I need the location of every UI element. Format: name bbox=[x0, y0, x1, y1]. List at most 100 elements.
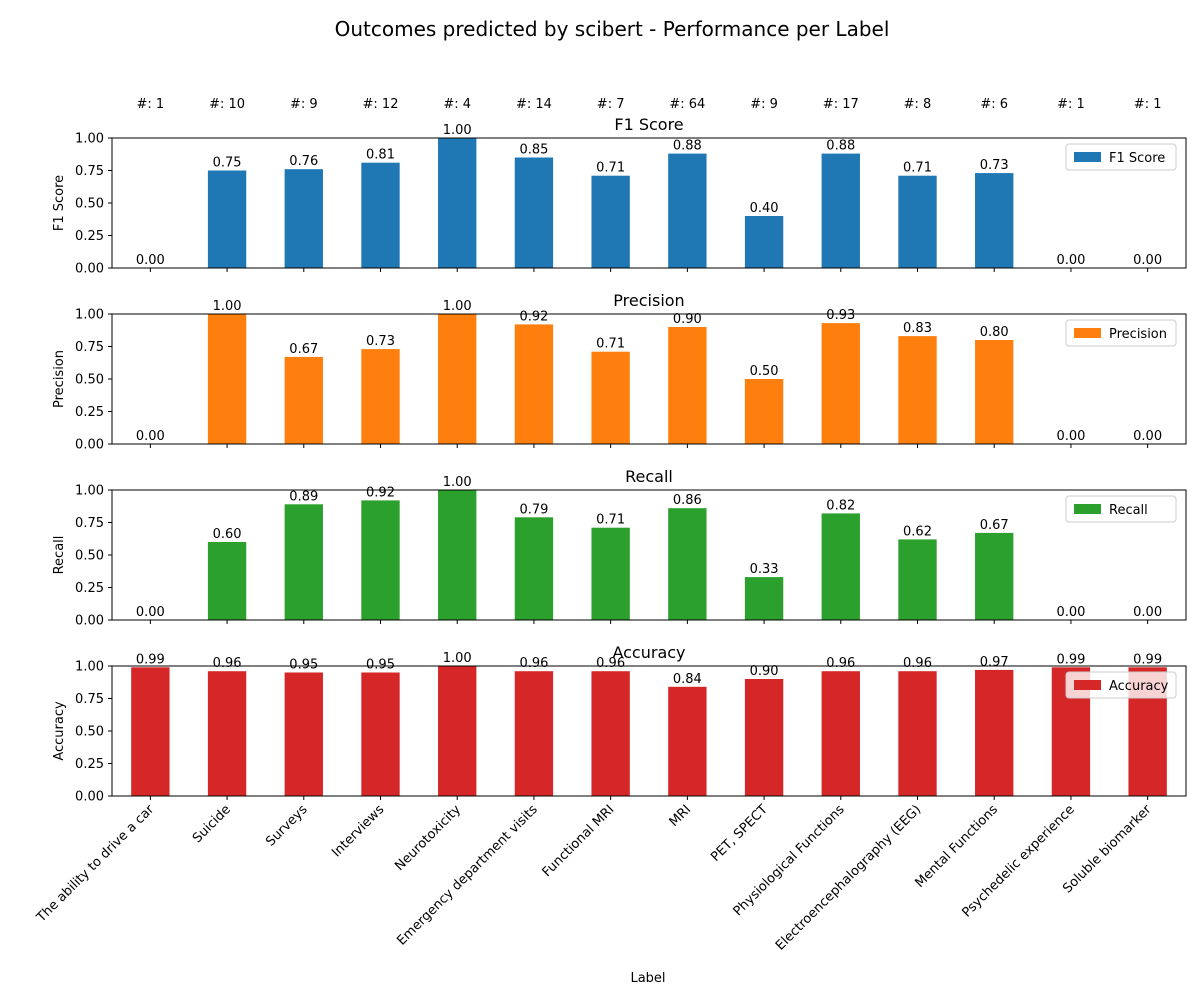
y-tick-label: 0.75 bbox=[75, 516, 104, 531]
count-label: #: 14 bbox=[516, 97, 552, 112]
bar bbox=[744, 216, 784, 268]
value-label: 0.90 bbox=[750, 664, 779, 679]
bar bbox=[821, 153, 860, 268]
value-label: 1.00 bbox=[443, 651, 472, 666]
value-label: 0.96 bbox=[213, 656, 242, 671]
bar bbox=[591, 175, 630, 268]
value-label: 0.00 bbox=[136, 429, 165, 444]
legend-label: Accuracy bbox=[1109, 679, 1169, 694]
value-label: 0.00 bbox=[136, 253, 165, 268]
y-tick-label: 1.00 bbox=[75, 484, 104, 499]
bar bbox=[361, 162, 400, 268]
value-label: 0.97 bbox=[980, 655, 1009, 670]
count-label: #: 64 bbox=[669, 97, 705, 112]
subplot-f1-score: 0.00 0.25 0.50 0.75 1.00 0.00 0.75 0.76 0.81 1.00… bbox=[52, 115, 1187, 277]
bar bbox=[207, 542, 247, 620]
bar bbox=[514, 671, 554, 796]
bar bbox=[438, 666, 477, 796]
bar bbox=[514, 157, 554, 268]
legend-swatch bbox=[1074, 504, 1101, 514]
y-tick-label: 0.00 bbox=[75, 262, 104, 277]
legend-label: F1 Score bbox=[1109, 151, 1165, 166]
value-label: 0.93 bbox=[826, 308, 855, 323]
bar bbox=[898, 539, 937, 620]
value-label: 0.92 bbox=[366, 485, 395, 500]
value-label: 0.96 bbox=[826, 656, 855, 671]
y-tick-label: 0.00 bbox=[75, 790, 104, 805]
y-tick-label: 0.50 bbox=[75, 373, 104, 388]
bar bbox=[975, 340, 1014, 444]
value-label: 0.88 bbox=[826, 139, 855, 154]
value-label: 0.99 bbox=[136, 652, 165, 667]
bar bbox=[438, 490, 477, 620]
value-label: 1.00 bbox=[443, 299, 472, 314]
value-label: 0.00 bbox=[136, 605, 165, 620]
value-label: 0.95 bbox=[289, 658, 318, 673]
bar bbox=[207, 671, 247, 796]
figure-title: Outcomes predicted by scibert - Performa… bbox=[335, 17, 890, 41]
bar bbox=[975, 669, 1014, 796]
value-label: 0.50 bbox=[750, 364, 779, 379]
y-tick-label: 0.75 bbox=[75, 692, 104, 707]
bar bbox=[438, 138, 477, 268]
legend-label: Precision bbox=[1109, 327, 1167, 342]
value-label: 0.84 bbox=[673, 672, 702, 687]
legend-swatch bbox=[1074, 152, 1101, 162]
value-label: 0.67 bbox=[289, 342, 318, 357]
value-label: 0.00 bbox=[1133, 605, 1162, 620]
y-axis-label: Precision bbox=[52, 350, 67, 408]
bar bbox=[744, 577, 784, 620]
legend-swatch bbox=[1074, 680, 1101, 690]
bar bbox=[514, 324, 554, 444]
count-label: #: 17 bbox=[823, 97, 859, 112]
y-tick-label: 0.50 bbox=[75, 197, 104, 212]
bar bbox=[591, 351, 630, 444]
value-label: 1.00 bbox=[443, 475, 472, 490]
bar bbox=[821, 513, 860, 620]
subplot-title: Accuracy bbox=[612, 643, 685, 662]
count-label: #: 9 bbox=[290, 97, 318, 112]
subplot-title: Precision bbox=[613, 291, 684, 310]
y-tick-label: 1.00 bbox=[75, 308, 104, 323]
count-label: #: 1 bbox=[1057, 97, 1085, 112]
value-label: 0.99 bbox=[1056, 652, 1085, 667]
value-label: 0.85 bbox=[519, 143, 548, 158]
bar bbox=[668, 327, 707, 444]
legend: F1 Score bbox=[1065, 143, 1177, 171]
count-label: #: 10 bbox=[209, 97, 245, 112]
value-label: 0.81 bbox=[366, 148, 395, 163]
legend-box bbox=[1065, 143, 1177, 171]
bar bbox=[898, 671, 937, 796]
y-tick-label: 0.25 bbox=[75, 757, 104, 772]
value-label: 0.00 bbox=[1056, 605, 1085, 620]
y-tick-label: 0.00 bbox=[75, 614, 104, 629]
legend-label: Recall bbox=[1109, 503, 1148, 518]
value-label: 0.99 bbox=[1133, 652, 1162, 667]
y-tick-label: 0.00 bbox=[75, 438, 104, 453]
value-label: 0.86 bbox=[673, 493, 702, 508]
legend-box bbox=[1065, 319, 1177, 347]
value-label: 0.95 bbox=[366, 658, 395, 673]
value-label: 0.82 bbox=[826, 498, 855, 513]
bar bbox=[131, 667, 170, 796]
value-label: 0.80 bbox=[980, 325, 1009, 340]
legend-box bbox=[1065, 495, 1177, 523]
subplot-title: F1 Score bbox=[614, 115, 683, 134]
legend: Recall bbox=[1065, 495, 1177, 523]
value-label: 0.92 bbox=[519, 309, 548, 324]
value-label: 0.71 bbox=[596, 161, 625, 176]
count-label: #: 6 bbox=[980, 97, 1008, 112]
count-labels-row: #: 1 #: 10 #: 9 #: 12 #: 4 #: 14 #: 7 #: 64 #: 9… bbox=[137, 97, 1162, 112]
y-tick-label: 0.75 bbox=[75, 164, 104, 179]
y-tick-label: 0.75 bbox=[75, 340, 104, 355]
value-label: 0.96 bbox=[519, 656, 548, 671]
value-label: 0.00 bbox=[1056, 253, 1085, 268]
bar bbox=[284, 504, 323, 620]
value-label: 0.73 bbox=[366, 334, 395, 349]
y-tick-label: 0.25 bbox=[75, 229, 104, 244]
y-tick-label: 0.50 bbox=[75, 549, 104, 564]
bar bbox=[361, 349, 400, 444]
value-label: 0.71 bbox=[596, 337, 625, 352]
